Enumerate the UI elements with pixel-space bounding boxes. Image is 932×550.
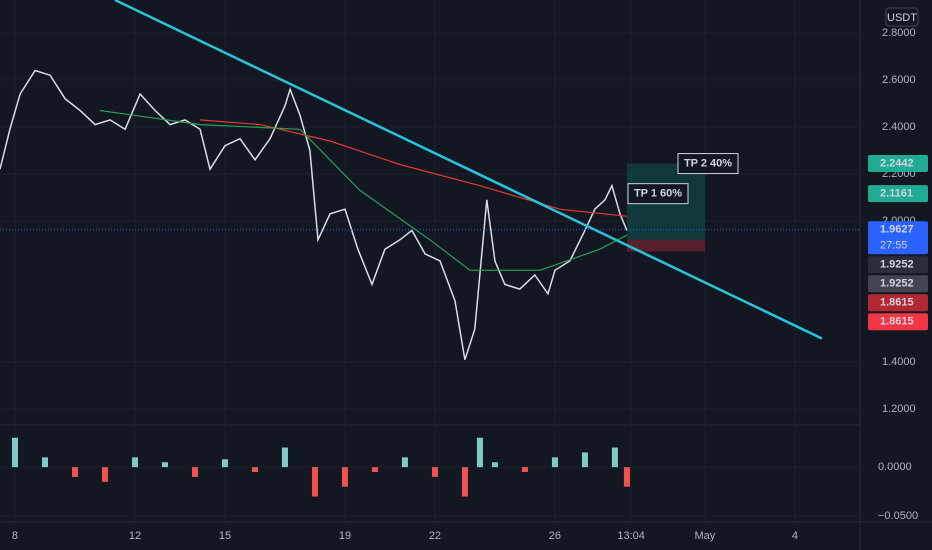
macd-bar bbox=[251, 467, 258, 473]
x-tick-label: 26 bbox=[549, 530, 561, 542]
price-label: 1.9627 bbox=[880, 224, 914, 236]
x-tick-label: 13:04 bbox=[617, 530, 645, 542]
x-tick-label: 15 bbox=[219, 530, 231, 542]
price-label-bg bbox=[868, 155, 928, 173]
price-label-bg bbox=[868, 185, 928, 203]
price-label-bg bbox=[868, 313, 928, 331]
currency: USDT bbox=[887, 12, 917, 24]
price-label: 1.8615 bbox=[880, 316, 914, 328]
trendline bbox=[114, 0, 823, 340]
macd-bar bbox=[581, 452, 588, 468]
macd-bar bbox=[191, 467, 198, 477]
macd-bar bbox=[161, 462, 168, 468]
price-label: 1.8615 bbox=[880, 297, 914, 309]
macd-bar bbox=[11, 437, 18, 468]
x-tick-label: 8 bbox=[12, 530, 18, 542]
tp-box bbox=[627, 183, 689, 205]
price-line bbox=[99, 109, 628, 271]
macd-tick-label: 0.0000 bbox=[878, 461, 912, 473]
position-loss bbox=[626, 239, 705, 252]
macd-bar bbox=[341, 467, 348, 487]
price-label: 1.9252 bbox=[880, 259, 914, 271]
macd-bar bbox=[131, 457, 138, 468]
price-label: 2.2442 bbox=[880, 157, 914, 169]
macd-bar bbox=[431, 467, 438, 477]
price-label: 1.9252 bbox=[880, 278, 914, 290]
macd-bar bbox=[221, 459, 228, 468]
macd-bar bbox=[71, 467, 78, 477]
tp-label: TP 2 40% bbox=[684, 157, 732, 169]
macd-bar bbox=[461, 467, 468, 497]
y-tick-label: 2.8000 bbox=[882, 27, 916, 39]
price-line bbox=[200, 119, 627, 217]
price-label-bg bbox=[868, 275, 928, 293]
macd-bar bbox=[521, 467, 528, 473]
macd-bar bbox=[401, 457, 408, 468]
price-label-bg bbox=[868, 294, 928, 312]
y-tick-label: 1.4000 bbox=[882, 356, 916, 368]
macd-bar bbox=[611, 447, 618, 468]
countdown: 27:55 bbox=[880, 240, 908, 252]
macd-bar bbox=[491, 462, 498, 468]
macd-bar bbox=[623, 467, 630, 487]
price-line bbox=[0, 69, 628, 360]
macd-bar bbox=[281, 447, 288, 468]
macd-bar bbox=[371, 467, 378, 473]
tp-box bbox=[677, 153, 739, 175]
x-tick-label: May bbox=[695, 530, 716, 542]
macd-bar bbox=[311, 467, 318, 497]
currency-box bbox=[885, 7, 919, 27]
macd-bar bbox=[476, 437, 483, 468]
x-tick-label: 19 bbox=[339, 530, 351, 542]
macd-tick-label: −0.0500 bbox=[878, 510, 918, 522]
tp-label: TP 1 60% bbox=[634, 188, 682, 200]
y-tick-label: 2.4000 bbox=[882, 121, 916, 133]
price-label-bg bbox=[868, 256, 928, 274]
price-label-bg bbox=[868, 221, 928, 255]
y-tick-label: 2.6000 bbox=[882, 74, 916, 86]
x-tick-label: 4 bbox=[792, 530, 798, 542]
price-label: 2.1161 bbox=[880, 188, 913, 200]
x-tick-label: 22 bbox=[429, 530, 441, 542]
macd-bar bbox=[101, 467, 108, 482]
y-tick-label: 1.2000 bbox=[882, 403, 916, 415]
x-tick-label: 12 bbox=[129, 530, 141, 542]
macd-bar bbox=[551, 457, 558, 468]
macd-bar bbox=[41, 457, 48, 468]
